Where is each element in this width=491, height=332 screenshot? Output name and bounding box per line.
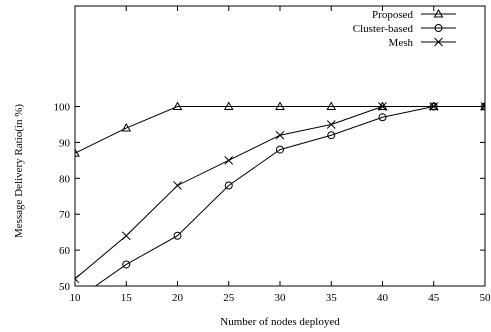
series-proposed <box>75 101 485 157</box>
series-cluster-based <box>94 102 485 286</box>
data-point-mesh <box>224 156 234 165</box>
x-tick-label: 10 <box>70 292 82 304</box>
x-tick-label: 15 <box>121 292 133 304</box>
cross-stroke <box>173 181 182 190</box>
y-tick-label: 70 <box>59 209 71 221</box>
cross-stroke <box>224 156 234 165</box>
x-tick-label: 30 <box>275 292 287 304</box>
data-point-mesh <box>121 231 131 241</box>
data-point-mesh <box>75 274 80 284</box>
y-tick-label: 60 <box>59 245 71 257</box>
cross-stroke <box>434 37 443 47</box>
cross-stroke <box>480 105 485 111</box>
data-point-mesh <box>275 130 285 140</box>
x-tick-label: 50 <box>480 292 491 304</box>
cross-stroke <box>275 130 285 140</box>
data-point-proposed <box>326 101 337 111</box>
cross-stroke <box>429 102 439 111</box>
data-point-cluster-based <box>122 260 131 269</box>
data-point-cluster-based <box>276 145 284 154</box>
axis-ticks: 10 15 20 25 30 35 40 45 50 50 60 70 80 90 100 <box>54 6 491 304</box>
cross-stroke <box>121 231 131 241</box>
legend-entry-proposed: Proposed <box>372 8 456 21</box>
data-point-proposed <box>223 101 234 111</box>
data-point-mesh <box>326 120 336 129</box>
legend-marker <box>434 37 443 47</box>
series-line-cluster-based <box>94 106 485 286</box>
legend-marker <box>433 8 444 18</box>
data-point-proposed <box>172 101 183 111</box>
legend-label: Mesh <box>389 37 414 49</box>
data-point-mesh <box>429 102 439 111</box>
legend: Proposed Cluster-based Mesh <box>353 8 456 49</box>
legend-entry-mesh: Mesh <box>389 37 456 49</box>
y-tick-label: 50 <box>59 281 71 293</box>
y-tick-label: 80 <box>59 173 71 185</box>
cross-stroke <box>75 278 80 284</box>
x-tick-label: 40 <box>377 292 389 304</box>
cross-stroke <box>75 274 80 280</box>
data-point-mesh <box>378 102 387 111</box>
data-point-proposed <box>121 123 132 132</box>
series-layer <box>75 101 485 286</box>
legend-label: Cluster-based <box>353 23 414 35</box>
series-mesh <box>75 102 485 284</box>
data-point-cluster-based <box>327 131 336 140</box>
legend-entry-cluster-based: Cluster-based <box>353 23 456 35</box>
legend-marker <box>434 24 443 32</box>
cross-stroke <box>480 102 485 108</box>
data-point-cluster-based <box>224 181 233 190</box>
y-tick-label: 100 <box>54 102 71 114</box>
y-tick-label: 90 <box>59 137 71 149</box>
data-point-proposed <box>275 101 285 111</box>
x-tick-label: 35 <box>326 292 338 304</box>
series-line-mesh <box>75 106 485 280</box>
legend-label: Proposed <box>372 9 413 21</box>
x-tick-label: 20 <box>172 292 184 304</box>
data-point-proposed <box>75 148 80 157</box>
cross-stroke <box>378 102 387 111</box>
data-point-cluster-based <box>378 113 387 122</box>
cross-stroke <box>326 120 336 129</box>
y-axis-label: Message Delivery Ratio(in %) <box>13 104 25 238</box>
x-tick-label: 45 <box>428 292 440 304</box>
x-tick-label: 25 <box>223 292 235 304</box>
data-point-mesh <box>480 102 485 111</box>
x-axis-label: Number of nodes deployed <box>220 316 340 328</box>
data-point-cluster-based <box>173 231 182 240</box>
data-point-mesh <box>173 181 182 190</box>
